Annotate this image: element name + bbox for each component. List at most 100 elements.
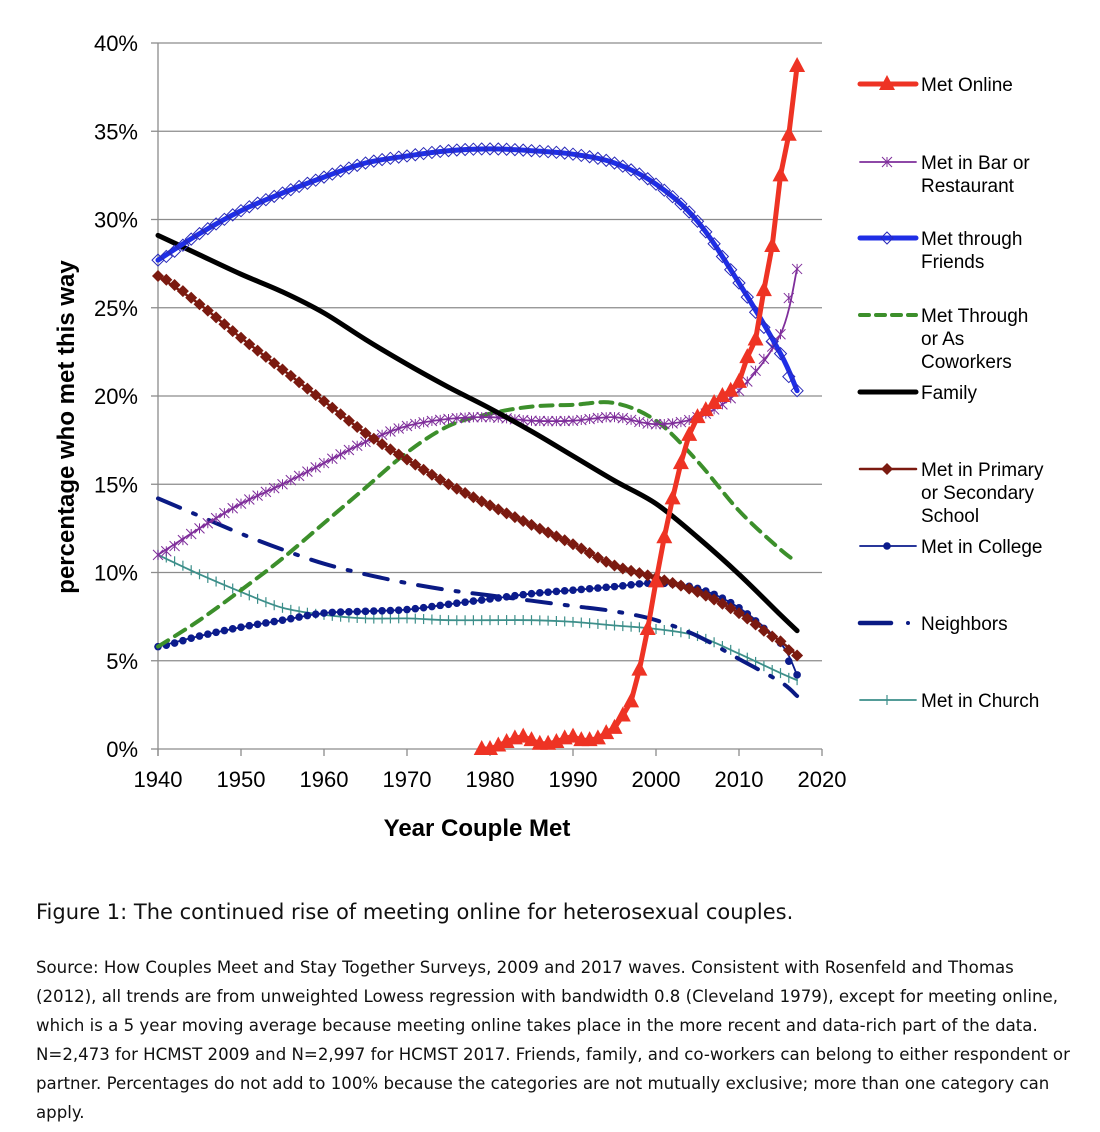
data-point [252,490,263,501]
data-point [642,418,654,429]
data-point [614,706,631,722]
series-met-in-primary-or-secondary-school [152,269,804,662]
data-point [170,639,179,647]
data-point [326,401,339,414]
data-point [492,503,505,516]
data-point [619,581,627,590]
y-axis-ticks: 0% 5% 10% 15% 20% 25% 30% 35% 40% [94,31,158,762]
data-point [658,418,670,430]
data-point [209,217,223,231]
data-point [650,418,662,430]
data-point [600,411,612,423]
data-point [606,718,623,734]
data-point [193,298,206,311]
data-point [326,453,338,465]
legend-label: Met in Church [921,691,1039,712]
data-point [310,461,322,473]
series-met-through-or-as-coworkers [156,400,800,649]
gridlines [158,42,822,662]
data-point [436,601,445,610]
data-point [219,507,230,519]
data-point [334,408,347,421]
data-point [665,189,680,204]
data-point [791,263,803,275]
data-point [177,534,189,546]
data-point [318,457,330,469]
data-point [681,425,698,441]
data-point [785,657,793,665]
data-point [408,148,423,162]
data-point [152,549,164,561]
data-point [602,583,610,592]
data-point [411,604,420,613]
data-point [649,177,663,191]
data-point [227,502,239,514]
data-point [783,292,795,304]
data-point [657,183,672,197]
data-point [343,444,355,456]
data-point [582,150,597,164]
legend-label: Met through [921,229,1022,250]
data-point [259,350,272,363]
data-point [391,150,406,164]
data-point [270,617,279,626]
y-tick-label: 10% [94,561,138,586]
data-point [350,158,364,173]
data-point [385,426,396,437]
data-point [194,523,205,534]
data-point [228,625,237,633]
data-point [533,144,547,158]
data-point [386,606,395,615]
data-point [625,564,638,577]
line-chart: 0%5%10%15%20%25%30%35%40% 1940 1950 1960 19… [53,31,1044,842]
data-point [625,414,637,426]
y-tick-label: 5% [106,649,138,674]
y-axis-title: percentage who met this way [53,260,80,594]
data-point [557,146,572,160]
data-point [715,249,730,264]
x-tick-label: 2000 [632,767,681,792]
x-tick-label: 1960 [300,767,349,792]
data-point [558,534,571,547]
data-point [477,596,486,604]
data-point [526,415,537,427]
data-point [201,304,214,317]
data-point [450,482,463,495]
data-point [160,545,172,557]
data-point [632,167,647,181]
legend-label: Met in Primary [921,460,1044,481]
data-point [295,613,303,621]
data-point [212,628,220,637]
data-point [733,607,745,620]
data-point [708,593,721,606]
data-point [159,249,174,264]
data-point [697,401,714,417]
data-point [384,443,397,456]
data-point [311,610,320,618]
legend-label: School [921,506,979,527]
series-met-online [473,56,806,755]
data-point [755,281,772,297]
data-point [723,263,738,277]
data-point [285,474,297,486]
data-point [443,413,454,425]
data-point [302,466,313,477]
legend-marker [881,156,893,168]
x-tick-label: 1990 [549,767,598,792]
data-point [689,408,706,424]
legend-marker [879,75,895,90]
data-point [202,517,214,529]
data-point [741,612,754,625]
data-point [185,528,197,540]
data-point [567,415,579,427]
data-point [284,369,297,382]
data-point [782,369,796,384]
data-point [361,607,370,616]
data-point [442,478,455,491]
data-point [774,635,787,648]
data-point [559,415,571,427]
data-point [342,414,355,427]
data-point [169,540,180,552]
data-point [451,412,463,424]
